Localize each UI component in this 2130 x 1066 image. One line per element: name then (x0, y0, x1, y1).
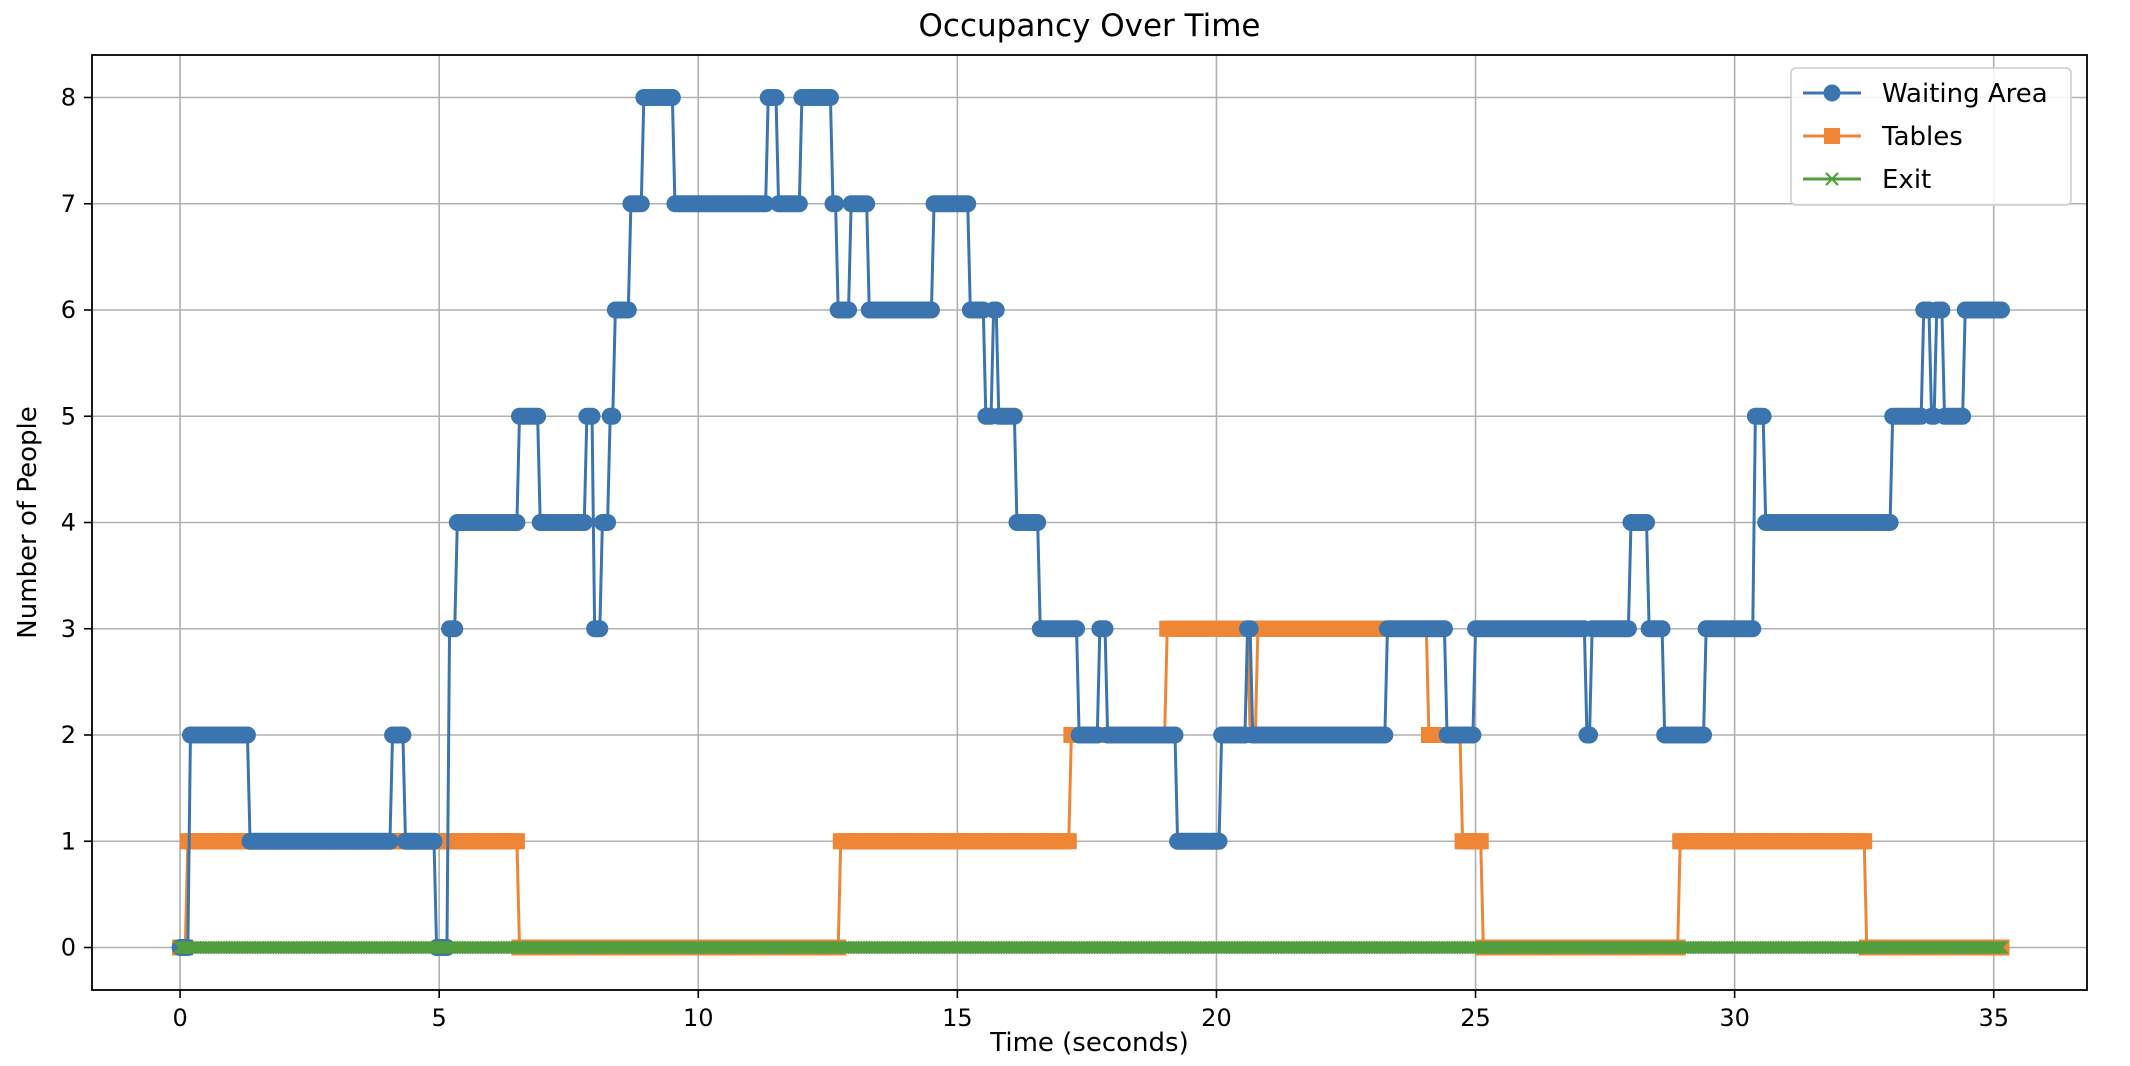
series-line-tables (180, 627, 2002, 949)
data-point (1210, 832, 1228, 850)
series-exit (173, 940, 2009, 955)
data-point (583, 407, 601, 425)
y-tick-label: 3 (61, 615, 76, 643)
data-point (575, 514, 593, 531)
data-point (591, 620, 609, 638)
x-tick-label: 35 (1978, 1004, 2009, 1032)
data-point (767, 89, 785, 106)
legend-label: Tables (1881, 122, 1963, 152)
data-point (790, 195, 808, 213)
data-point (1166, 726, 1184, 744)
data-point (1581, 726, 1599, 744)
data-point (619, 301, 637, 319)
data-point (821, 89, 839, 106)
data-point (529, 407, 547, 425)
data-point (987, 301, 1005, 319)
x-tick-label: 15 (942, 1004, 973, 1032)
y-tick-label: 0 (61, 934, 76, 962)
legend-label: Waiting Area (1882, 79, 2048, 109)
x-tick-label: 30 (1719, 1004, 1750, 1032)
data-point (1241, 620, 1259, 638)
legend: Waiting Area Tables Exit (1790, 67, 2072, 206)
data-point (446, 620, 464, 638)
x-tick-label: 0 (172, 1004, 187, 1032)
data-point (1993, 301, 2010, 319)
legend-entry-waiting-area: Waiting Area (1803, 79, 2048, 109)
data-point (663, 89, 681, 106)
data-point (1754, 407, 1772, 425)
data-point (238, 726, 256, 744)
data-point (1638, 514, 1656, 531)
data-point (1029, 514, 1047, 531)
data-point (394, 726, 412, 744)
data-point (1994, 940, 2009, 955)
legend-entry-exit: Exit (1803, 165, 1931, 195)
x-tick-label: 5 (432, 1004, 447, 1032)
legend-entry-tables: Tables (1803, 122, 1963, 152)
data-point (604, 407, 622, 425)
y-tick-label: 6 (61, 296, 76, 324)
data-point (840, 301, 858, 319)
series-layer (171, 89, 2010, 956)
x-axis: 0 5 10 15 20 25 30 35 (172, 990, 2009, 1032)
y-tick-label: 1 (61, 827, 76, 855)
legend-label: Exit (1882, 165, 1931, 195)
data-point (1881, 514, 1899, 531)
data-point (1744, 620, 1762, 638)
data-point (757, 195, 775, 213)
data-point (1989, 940, 2004, 955)
data-point (959, 195, 977, 213)
y-tick-label: 5 (61, 402, 76, 430)
x-axis-title: Time (seconds) (989, 1028, 1188, 1058)
x-tick-label: 20 (1201, 1004, 1232, 1032)
data-point (508, 833, 525, 850)
data-point (1060, 833, 1077, 850)
chart-title: Occupancy Over Time (919, 8, 1261, 44)
data-point (1376, 726, 1394, 744)
data-point (1856, 833, 1873, 850)
data-point (827, 195, 845, 213)
data-point (381, 832, 399, 850)
data-point (425, 832, 443, 850)
data-point (922, 301, 940, 319)
x-tick-label: 10 (683, 1004, 714, 1032)
legend-marker (1825, 172, 1839, 186)
y-tick-label: 8 (61, 84, 76, 112)
legend-marker (1824, 128, 1840, 144)
data-point (1464, 726, 1482, 744)
y-axis-title: Number of People (13, 406, 43, 638)
data-point (1435, 620, 1453, 638)
data-point (858, 195, 876, 213)
series-waiting-area (171, 89, 2010, 956)
x-tick-label: 25 (1460, 1004, 1491, 1032)
data-point (1933, 301, 1951, 319)
data-point (1096, 620, 1114, 638)
y-tick-label: 7 (61, 190, 76, 218)
data-point (1653, 620, 1671, 638)
data-point (1954, 407, 1972, 425)
data-point (508, 514, 526, 531)
data-point (1068, 620, 1086, 638)
data-point (1005, 407, 1023, 425)
data-point (1472, 833, 1489, 850)
y-tick-label: 4 (61, 509, 76, 537)
legend-marker (1823, 84, 1841, 102)
data-point (632, 195, 650, 213)
data-point (1992, 940, 2006, 955)
data-point (1695, 726, 1713, 744)
data-point (599, 514, 617, 531)
y-axis: 0 1 2 3 4 5 6 7 8 (61, 84, 92, 962)
y-tick-label: 2 (61, 721, 76, 749)
data-point (1619, 620, 1637, 638)
legend-box (1790, 67, 2072, 206)
